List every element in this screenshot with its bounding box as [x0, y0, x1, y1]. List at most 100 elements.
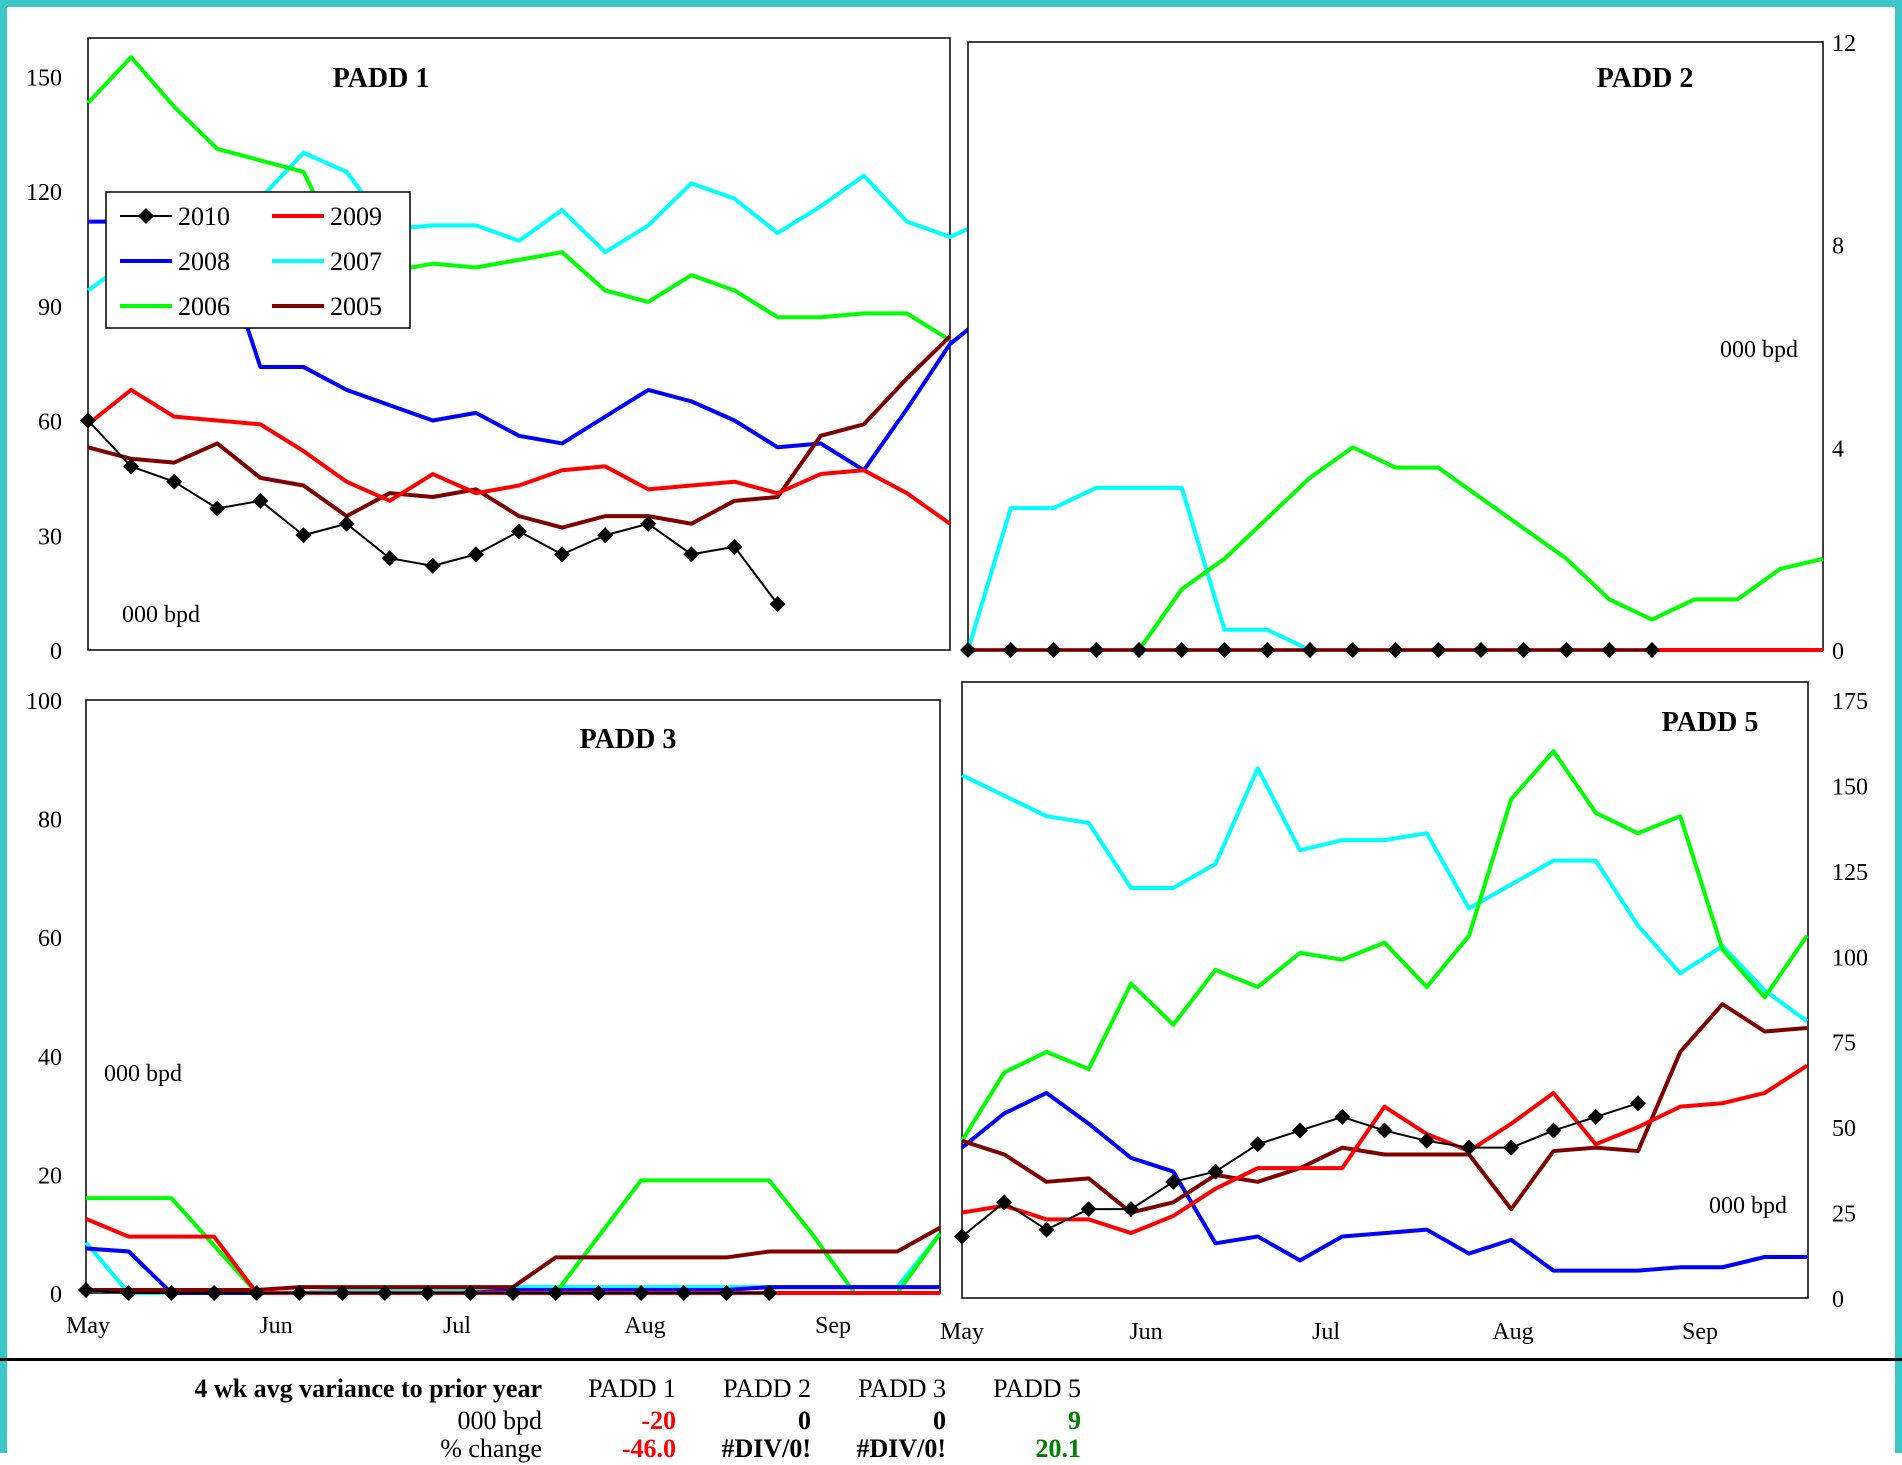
padd-1-point-2010 [295, 527, 312, 544]
padd-2-point-2010 [1088, 642, 1105, 658]
summary-col-padd5: PADD 5 [993, 1374, 1081, 1403]
padd-1-title: PADD 1 [333, 63, 430, 94]
padd-3-xtick-label: Jun [259, 1313, 292, 1339]
padd-5-point-2010 [1207, 1163, 1224, 1180]
summary-header-label: 4 wk avg variance to prior year [194, 1374, 542, 1403]
padd-5-point-2010 [1249, 1136, 1266, 1153]
padd-3-ytick-label: 60 [38, 926, 62, 952]
padd-1-point-2010 [511, 523, 527, 540]
padd-5-point-2010 [996, 1194, 1013, 1211]
padd-3-point-2010 [78, 1282, 94, 1299]
legend-label-2005: 2005 [330, 292, 382, 321]
padd-5-point-2010 [1418, 1132, 1435, 1149]
padd-5-point-2010 [1165, 1173, 1182, 1190]
padd-1-point-2010 [467, 546, 484, 563]
padd-1-ytick-label: 90 [38, 295, 62, 321]
padd-3-point-2010 [419, 1285, 436, 1301]
padd-3-point-2010 [590, 1285, 607, 1301]
padd-2-point-2010 [1430, 642, 1447, 658]
padd-5-point-2010 [954, 1228, 970, 1245]
summary-bpd-padd2: 0 [798, 1406, 811, 1435]
padd-3-xtick-label: Jul [443, 1313, 471, 1339]
padd-2-ytick-label: 0 [1832, 639, 1844, 665]
summary-col-padd3: PADD 3 [858, 1374, 946, 1403]
padd-5-point-2010 [1080, 1201, 1097, 1218]
padd-1-point-2010 [597, 527, 614, 544]
padd-3-point-2010 [761, 1285, 778, 1301]
padd-3-point-2010 [120, 1285, 137, 1301]
summary-pct-padd3: #DIV/0! [856, 1434, 946, 1463]
legend-label-2007: 2007 [330, 247, 382, 276]
padd-5-point-2010 [1038, 1221, 1055, 1238]
legend-label-2006: 2006 [178, 292, 230, 321]
padd-3-plot-area [85, 699, 941, 1294]
padd-2-point-2010 [1002, 642, 1019, 658]
padd-3-unit-label: 000 bpd [104, 1061, 182, 1087]
padd-2-point-2010 [1473, 642, 1489, 658]
padd-5-plot-area [961, 681, 1809, 1299]
padd-3-point-2010 [248, 1285, 265, 1301]
padd-3-point-2010 [505, 1285, 521, 1301]
padd-5-point-2010 [1587, 1108, 1604, 1125]
padd-2-point-2010 [1045, 642, 1062, 658]
padd-2-title: PADD 2 [1597, 63, 1694, 94]
padd-1-plot-area [87, 37, 951, 651]
padd-2-point-2010 [1259, 642, 1276, 658]
padd-3-ytick-label: 20 [38, 1163, 62, 1189]
padd-5-ytick-label: 125 [1832, 860, 1868, 886]
padd-2-point-2010 [1173, 642, 1190, 658]
padd-5-xtick-label: Jul [1312, 1319, 1340, 1345]
padd-3-ytick-label: 0 [50, 1282, 62, 1308]
padd-5-point-2010 [1503, 1139, 1520, 1156]
summary-bpd-padd3: 0 [933, 1406, 946, 1435]
summary-pct-padd1: -46.0 [621, 1434, 676, 1463]
padd-2-point-2010 [1387, 642, 1404, 658]
padd-2-ytick-label: 8 [1832, 234, 1844, 260]
padd-5-ytick-label: 25 [1832, 1202, 1856, 1228]
summary-pct-row: % change -46.0 #DIV/0! #DIV/0! 20.1 [0, 1433, 1902, 1465]
padd-1-ytick-label: 0 [50, 639, 62, 665]
padd-1-point-2010 [338, 515, 355, 532]
padd-5-point-2010 [1630, 1095, 1646, 1112]
padd-1-point-2010 [166, 473, 183, 490]
padd-3-point-2010 [547, 1285, 564, 1301]
summary-bpd-padd5: 9 [1068, 1406, 1081, 1435]
padd-3-xtick-label: Aug [624, 1313, 665, 1339]
padd-1-series-2006 [86, 55, 952, 342]
padd-5-series-2009 [961, 1063, 1809, 1236]
padd-1-point-2010 [554, 546, 571, 563]
padd-2-unit-label: 000 bpd [1720, 337, 1798, 363]
padd-1-point-2010 [726, 538, 743, 555]
padd-5-ytick-label: 100 [1832, 945, 1868, 971]
padd-2-point-2010 [960, 642, 976, 658]
padd-5-point-2010 [1334, 1108, 1351, 1125]
padd-2-point-2010 [1558, 642, 1575, 658]
padd-1-point-2010 [640, 515, 657, 532]
summary-pct-padd2: #DIV/0! [721, 1434, 811, 1463]
padd-5-point-2010 [1461, 1139, 1477, 1156]
summary-pct-padd5: 20.1 [1035, 1434, 1082, 1463]
padd-2-plot-area [967, 41, 1824, 651]
padd-1-point-2010 [123, 458, 140, 475]
padd-2-point-2010 [1302, 642, 1318, 658]
padd-3-point-2010 [291, 1285, 308, 1301]
padd-5-point-2010 [1545, 1122, 1562, 1139]
padd-3-point-2010 [718, 1285, 735, 1301]
legend-label-2010: 2010 [178, 202, 230, 231]
padd-3-point-2010 [462, 1285, 479, 1301]
padd-5-point-2010 [1376, 1122, 1393, 1139]
padd-1-point-2010 [209, 500, 226, 517]
padd-2-point-2010 [1216, 642, 1233, 658]
padd-3-ytick-label: 80 [38, 808, 62, 834]
padd-5-ytick-label: 75 [1832, 1031, 1856, 1057]
padd-1-unit-label: 000 bpd [122, 602, 200, 628]
padd-5-xtick-label: Sep [1682, 1319, 1718, 1345]
padd-2-ytick-label: 12 [1832, 31, 1856, 57]
padd-3-point-2010 [633, 1285, 650, 1301]
padd-1-point-2010 [381, 550, 398, 567]
padd-5-xtick-label: Jun [1129, 1319, 1162, 1345]
padd-1-series-2009 [86, 387, 952, 526]
padd-3-point-2010 [334, 1285, 351, 1301]
padd-1-ytick-label: 150 [26, 65, 62, 91]
